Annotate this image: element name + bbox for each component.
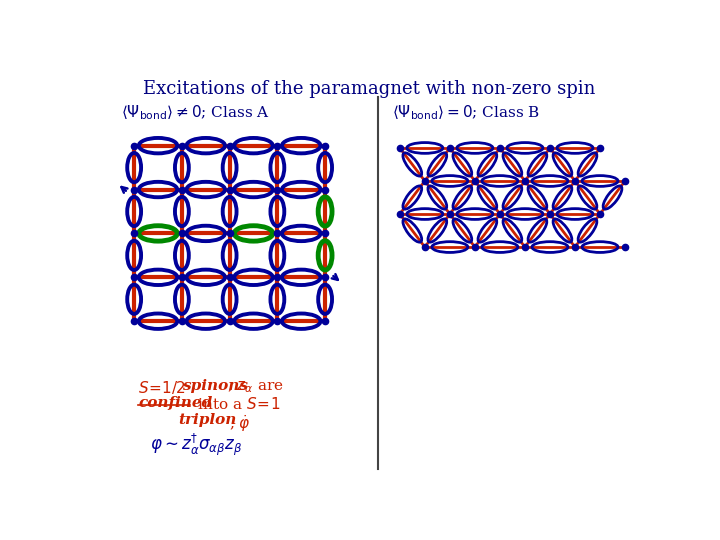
Text: , $z_{\alpha}$ are: , $z_{\alpha}$ are [228,379,284,395]
Text: Excitations of the paramagnet with non-zero spin: Excitations of the paramagnet with non-z… [143,80,595,98]
Text: $\langle\Psi_\mathrm{bond}\rangle \neq 0$; Class A: $\langle\Psi_\mathrm{bond}\rangle \neq 0… [121,103,270,122]
Text: spinons: spinons [182,379,248,393]
Text: $S\!=\!1/2$: $S\!=\!1/2$ [138,379,187,396]
Text: triplon: triplon [178,413,236,427]
Text: into a $S\!=\!1$: into a $S\!=\!1$ [194,396,281,412]
Text: , $\dot{\varphi}$: , $\dot{\varphi}$ [229,413,251,434]
Text: confined: confined [138,396,212,410]
Text: $\varphi \sim z_\alpha^{\dagger} \sigma_{\alpha\beta} z_\beta$: $\varphi \sim z_\alpha^{\dagger} \sigma_… [150,431,242,457]
Text: $\langle\Psi_\mathrm{bond}\rangle = 0$; Class B: $\langle\Psi_\mathrm{bond}\rangle = 0$; … [392,103,540,122]
